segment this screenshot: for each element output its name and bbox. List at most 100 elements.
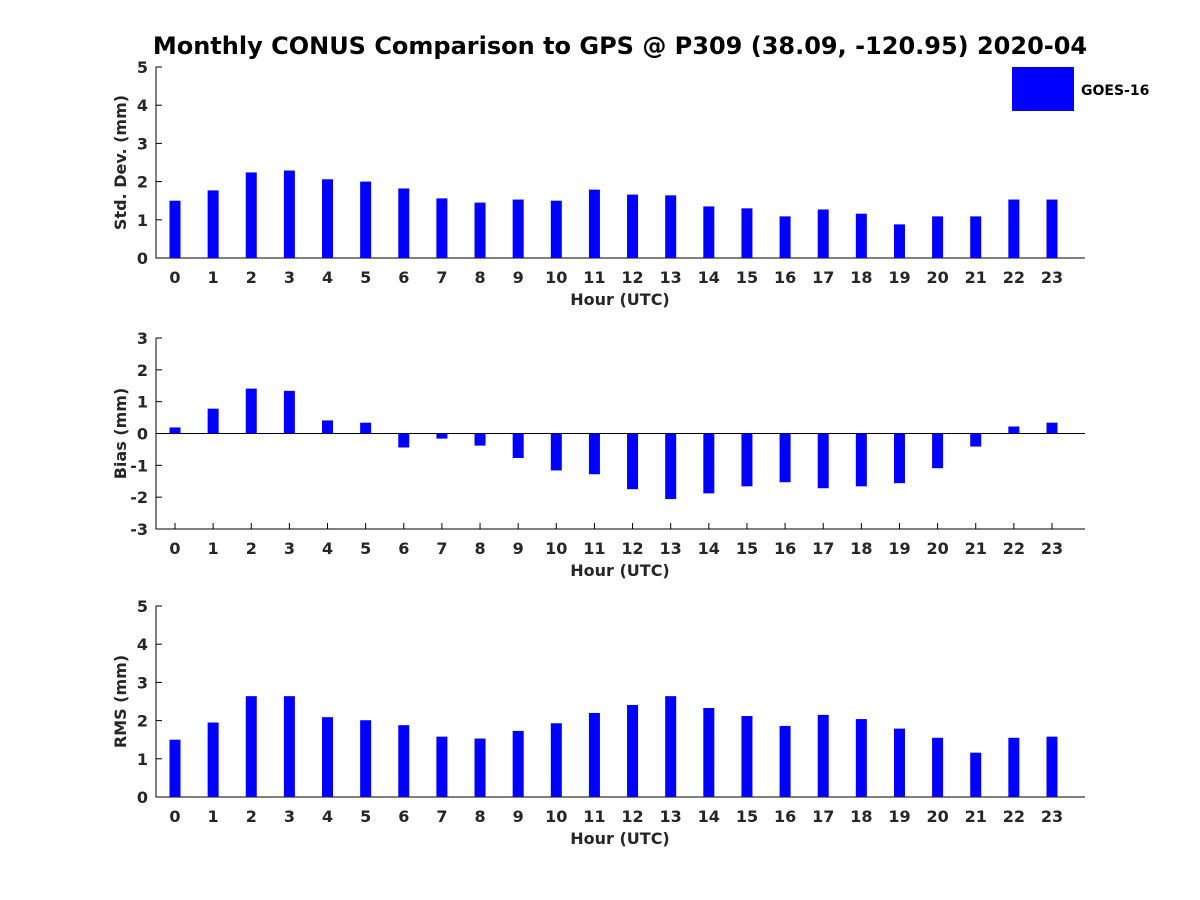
std-dev-ytick-label: 3 xyxy=(137,134,148,153)
bias-bar-3 xyxy=(283,390,295,434)
rms-bar-4 xyxy=(322,717,334,797)
std-dev-ytick-label: 4 xyxy=(137,96,148,115)
bias-xtick-label: 23 xyxy=(1041,539,1063,558)
bias-xtick-label: 19 xyxy=(888,539,910,558)
bias-bar-16 xyxy=(779,433,791,483)
std-dev-xtick-label: 22 xyxy=(1003,268,1025,287)
bias-bar-17 xyxy=(817,433,829,489)
std-dev-xtick-label: 16 xyxy=(774,268,796,287)
rms-xtick-label: 5 xyxy=(360,807,371,826)
std-dev-ytick-label: 5 xyxy=(137,58,148,77)
bias-ytick-label: -1 xyxy=(130,456,148,475)
rms-xtick-label: 3 xyxy=(284,807,295,826)
rms-bar-2 xyxy=(245,696,257,797)
rms-bar-0 xyxy=(169,739,181,797)
bias-xtick-label: 8 xyxy=(474,539,485,558)
std-dev-bar-23 xyxy=(1046,199,1058,258)
bias-xtick-label: 0 xyxy=(169,539,180,558)
rms-xtick-label: 21 xyxy=(965,807,987,826)
bias-xtick-label: 14 xyxy=(698,539,720,558)
std-dev-bar-0 xyxy=(169,200,181,258)
std-dev-bar-18 xyxy=(855,213,867,258)
std-dev-bar-20 xyxy=(932,216,944,258)
bias-bar-4 xyxy=(322,420,334,434)
rms-bar-10 xyxy=(550,723,562,797)
rms-xtick-label: 10 xyxy=(545,807,567,826)
bias-bar-22 xyxy=(1008,426,1020,434)
rms-bar-21 xyxy=(970,752,982,797)
rms-ytick-label: 0 xyxy=(137,788,148,807)
std-dev-xtick-label: 15 xyxy=(736,268,758,287)
std-dev-xtick-label: 11 xyxy=(583,268,605,287)
bias-bar-0 xyxy=(169,427,181,434)
bias-bar-2 xyxy=(245,388,257,434)
std-dev-bar-6 xyxy=(398,188,410,258)
bias-bar-6 xyxy=(398,433,410,448)
std-dev-bar-16 xyxy=(779,216,791,258)
bias-xtick-label: 15 xyxy=(736,539,758,558)
rms-bar-23 xyxy=(1046,736,1058,797)
rms-bar-3 xyxy=(283,696,295,797)
bias-ytick-label: -3 xyxy=(130,520,148,539)
rms-xtick-label: 19 xyxy=(888,807,910,826)
rms-bar-7 xyxy=(436,736,448,797)
rms-xtick-label: 17 xyxy=(812,807,834,826)
std-dev-xtick-label: 12 xyxy=(621,268,643,287)
bias-xtick-label: 5 xyxy=(360,539,371,558)
rms-bar-5 xyxy=(360,720,372,797)
bias-xtick-label: 18 xyxy=(850,539,872,558)
rms-ylabel: RMS (mm) xyxy=(111,655,130,748)
rms-xtick-label: 13 xyxy=(660,807,682,826)
rms-axes xyxy=(155,606,1085,798)
std-dev-ytick-label: 1 xyxy=(137,211,148,230)
std-dev-ytick-label: 2 xyxy=(137,173,148,192)
rms-xtick-label: 11 xyxy=(583,807,605,826)
rms-xtick-label: 14 xyxy=(698,807,720,826)
rms-bar-22 xyxy=(1008,737,1020,797)
std-dev-bar-17 xyxy=(817,209,829,258)
bias-ytick-label: 0 xyxy=(137,425,148,444)
rms-xtick-label: 20 xyxy=(926,807,948,826)
bias-bar-19 xyxy=(893,433,905,484)
bias-ytick-label: 1 xyxy=(137,393,148,412)
bias-xtick-label: 12 xyxy=(621,539,643,558)
legend: GOES-16 xyxy=(1012,67,1149,111)
std-dev-xtick-label: 21 xyxy=(965,268,987,287)
bias-xtick-label: 9 xyxy=(513,539,524,558)
std-dev-xtick-label: 6 xyxy=(398,268,409,287)
bias-xtick-label: 10 xyxy=(545,539,567,558)
std-dev-bar-3 xyxy=(283,170,295,258)
bias-bar-15 xyxy=(741,433,753,487)
std-dev-bar-21 xyxy=(970,216,982,258)
bias-ytick-label: 3 xyxy=(137,329,148,348)
rms-bar-8 xyxy=(474,738,486,797)
std-dev-xtick-label: 3 xyxy=(284,268,295,287)
rms-bar-9 xyxy=(512,730,524,797)
std-dev-xtick-label: 7 xyxy=(436,268,447,287)
std-dev-bar-15 xyxy=(741,208,753,258)
std-dev-bar-1 xyxy=(207,190,219,258)
std-dev-xtick-label: 5 xyxy=(360,268,371,287)
std-dev-bar-4 xyxy=(322,179,334,258)
rms-bar-19 xyxy=(893,728,905,797)
bias-ylabel: Bias (mm) xyxy=(111,388,130,480)
bias-xtick-label: 11 xyxy=(583,539,605,558)
rms-xtick-label: 0 xyxy=(169,807,180,826)
rms-bar-16 xyxy=(779,725,791,797)
bias-xtick-label: 6 xyxy=(398,539,409,558)
bias-xtick-label: 16 xyxy=(774,539,796,558)
bias-bar-21 xyxy=(970,433,982,447)
bias-xlabel: Hour (UTC) xyxy=(570,561,670,580)
std-dev-bar-13 xyxy=(665,195,677,258)
rms-xtick-label: 7 xyxy=(436,807,447,826)
rms-xtick-label: 15 xyxy=(736,807,758,826)
rms-ytick-label: 5 xyxy=(137,597,148,616)
std-dev-bar-14 xyxy=(703,206,715,258)
std-dev-xtick-label: 2 xyxy=(246,268,257,287)
rms-xtick-label: 2 xyxy=(246,807,257,826)
bias-bar-12 xyxy=(627,433,639,490)
chart-title: Monthly CONUS Comparison to GPS @ P309 (… xyxy=(153,32,1087,60)
